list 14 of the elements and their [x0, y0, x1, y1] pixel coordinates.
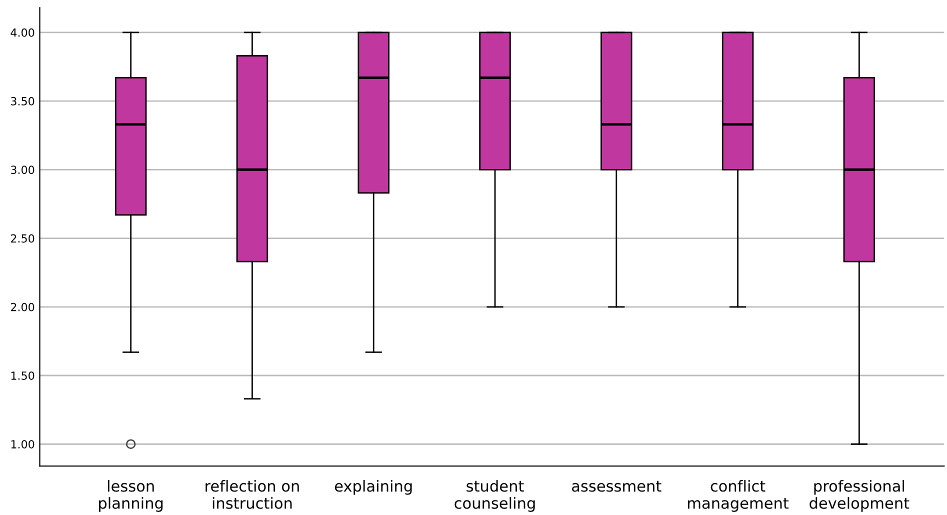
x-tick-label: professional development: [810, 480, 910, 512]
y-tick-label: 1.00: [11, 440, 34, 448]
x-tick-label: assessment: [572, 480, 662, 492]
y-tick-label: 3.50: [11, 97, 34, 106]
x-tick-label: explaining: [334, 480, 412, 495]
y-tick-label: 2.50: [10, 234, 34, 243]
y-tick-label: 2.00: [10, 302, 34, 312]
y-tick-label: 4.00: [10, 28, 34, 37]
x-tick-label: reflection on instruction: [206, 480, 299, 509]
x-tick-label: student counseling: [454, 480, 535, 512]
x-tick-label: conflict management: [688, 480, 789, 512]
y-tick-label: 1.50: [11, 371, 34, 380]
y-tick-label: 3.00: [11, 166, 34, 174]
x-tick-label: lesson planning: [99, 480, 163, 512]
